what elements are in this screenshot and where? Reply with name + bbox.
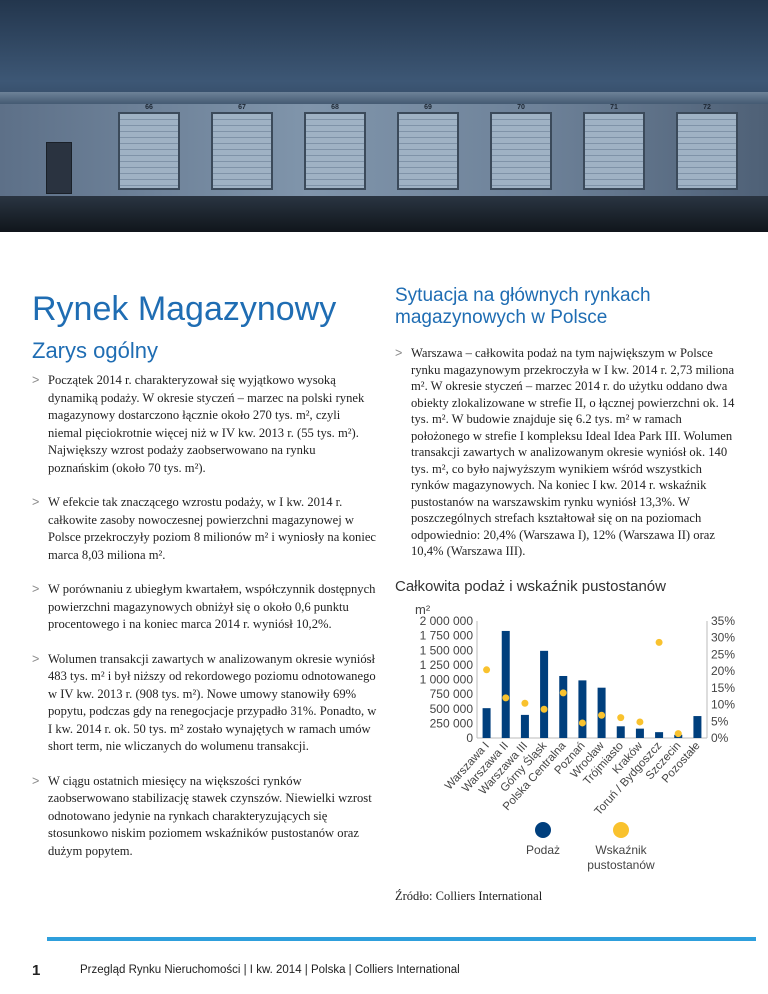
chart-title: Całkowita podaż i wskaźnik pustostanów — [395, 578, 666, 595]
supply-bar — [693, 716, 702, 738]
left-bullets: > Początek 2014 r. charakteryzował się wy… — [32, 372, 377, 877]
y-tick-label: 1 750 000 — [420, 629, 474, 643]
legend-vacancy-label: Wskaźnik pustostanów — [587, 843, 655, 872]
bullet-text: Warszawa – całkowita podaż na tym najwię… — [411, 346, 735, 558]
vacancy-point — [655, 638, 663, 646]
legend-supply-marker — [535, 822, 551, 838]
bullet-text: W efekcie tak znaczącego wzrostu podaży,… — [48, 495, 377, 562]
door-number: 70 — [517, 104, 525, 111]
vacancy-point — [540, 705, 548, 713]
door-number: 66 — [145, 104, 153, 111]
bullet-item: > W efekcie tak znaczącego wzrostu podaży… — [32, 494, 377, 564]
dock-door — [118, 112, 180, 190]
dock-door — [397, 112, 459, 190]
vacancy-point — [521, 699, 529, 707]
y-tick-label: 1 000 000 — [420, 673, 474, 687]
page-number: 1 — [32, 962, 41, 979]
supply-bar — [616, 726, 625, 738]
legend-vacancy-marker — [613, 822, 629, 838]
door-number: 68 — [331, 104, 339, 111]
arrow-icon: > — [32, 773, 40, 788]
y-tick-label: 500 000 — [430, 702, 474, 716]
door-number: 71 — [610, 104, 618, 111]
vacancy-point — [617, 714, 625, 722]
section-subtitle: Zarys ogólny — [32, 338, 158, 363]
arrow-icon: > — [395, 346, 403, 360]
right-bullets: > Warszawa – całkowita podaż na tym najwi… — [395, 345, 740, 577]
bullet-item: > W porównaniu z ubiegłym kwartałem, wspó… — [32, 581, 377, 634]
bullet-item: > Wolumen transakcji zawartych w analizow… — [32, 651, 377, 756]
door-number: 72 — [703, 104, 711, 111]
vacancy-point — [502, 694, 510, 702]
y2-tick-label: 15% — [711, 681, 735, 695]
y2-tick-label: 20% — [711, 664, 735, 678]
y2-tick-label: 25% — [711, 647, 735, 661]
arrow-icon: > — [32, 495, 40, 509]
legend-supply-label: Podaż — [526, 843, 560, 857]
vacancy-point — [674, 730, 682, 738]
bullet-text: Początek 2014 r. charakteryzował się wyj… — [48, 373, 365, 475]
arrow-icon: > — [32, 582, 40, 596]
supply-bar — [578, 680, 587, 738]
y-tick-label: 750 000 — [430, 687, 474, 701]
bullet-text: Wolumen transakcji zawartych w analizowa… — [48, 651, 377, 754]
footer-text: Przegląd Rynku Nieruchomości | I kw. 201… — [80, 964, 460, 976]
vacancy-point — [636, 718, 644, 726]
y2-tick-label: 30% — [711, 631, 735, 645]
arrow-icon: > — [32, 373, 40, 387]
arrow-icon: > — [32, 651, 40, 666]
wall — [0, 104, 768, 200]
y-tick-label: 1 250 000 — [420, 658, 474, 672]
supply-bar — [559, 675, 568, 738]
y-tick-label: 0 — [466, 731, 473, 745]
roof — [0, 92, 768, 104]
side-door — [46, 142, 72, 194]
door-number: 67 — [238, 104, 246, 111]
source-note: Źródło: Colliers International — [395, 889, 543, 903]
warehouse-photo: 6667686970717273 — [0, 0, 768, 232]
y-axis-unit: m² — [415, 602, 431, 617]
door-number: 69 — [424, 104, 432, 111]
y2-tick-label: 0% — [711, 731, 729, 745]
supply-bar — [540, 650, 549, 738]
bullet-item: > Warszawa – całkowita podaż na tym najwi… — [395, 345, 740, 560]
supply-bar — [635, 728, 644, 738]
dock-door — [211, 112, 273, 190]
y-tick-label: 250 000 — [430, 716, 474, 730]
supply-bar — [501, 630, 510, 738]
vacancy-point — [598, 711, 606, 719]
dock-door — [676, 112, 738, 190]
footer-divider — [47, 937, 756, 941]
bullet-text: W ciągu ostatnich miesięcy na większości… — [48, 773, 372, 858]
supply-bar — [520, 714, 529, 738]
supply-bar — [482, 708, 491, 738]
supply-bar — [655, 732, 664, 738]
y2-tick-label: 5% — [711, 714, 729, 728]
ground — [0, 196, 768, 232]
page-title: Rynek Magazynowy — [32, 290, 337, 328]
dock-door — [583, 112, 645, 190]
vacancy-point — [578, 719, 586, 727]
vacancy-point — [483, 666, 491, 674]
dock-door — [304, 112, 366, 190]
dock-door — [490, 112, 552, 190]
bullet-text: W porównaniu z ubiegłym kwartałem, współ… — [48, 582, 376, 631]
y-tick-label: 1 500 000 — [420, 643, 474, 657]
bullet-item: > Początek 2014 r. charakteryzował się wy… — [32, 372, 377, 477]
y2-tick-label: 35% — [711, 614, 735, 628]
bullet-item: > W ciągu ostatnich miesięcy na większośc… — [32, 773, 377, 861]
right-section-title: Sytuacja na głównych rynkach magazynowyc… — [395, 285, 651, 328]
y2-tick-label: 10% — [711, 698, 735, 712]
vacancy-point — [559, 689, 567, 697]
y-tick-label: 2 000 000 — [420, 614, 474, 628]
